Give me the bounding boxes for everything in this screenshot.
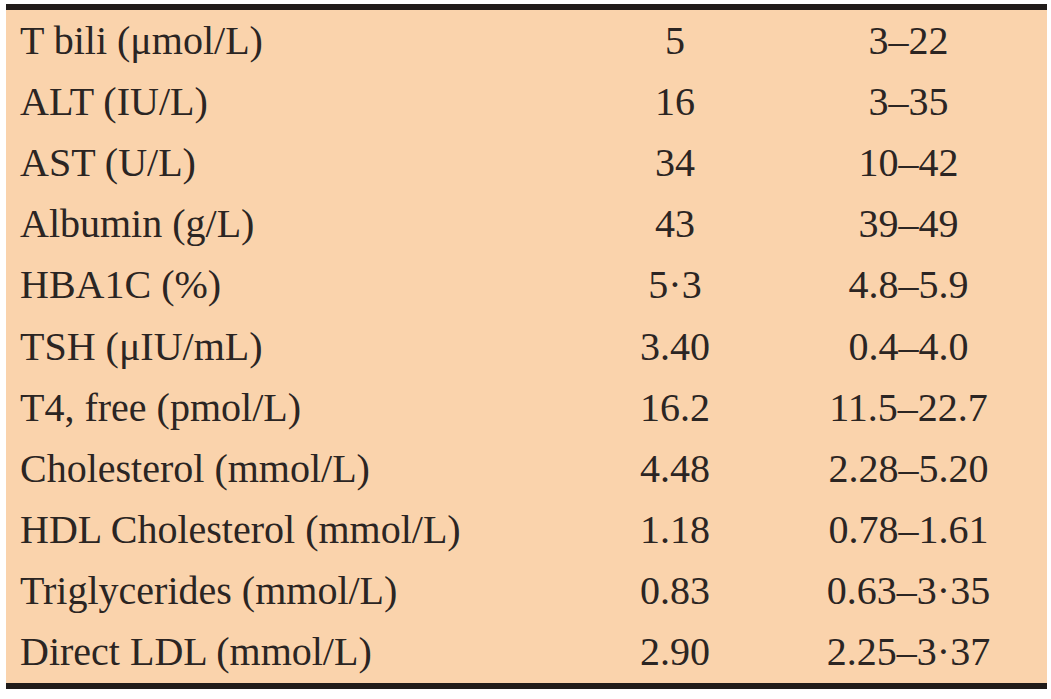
range-cell: 3–35 — [869, 82, 949, 122]
range-cell: 0.78–1.61 — [829, 510, 989, 550]
result-cell: 5·3 — [648, 265, 701, 305]
range-cell: 0.63–3·35 — [827, 571, 990, 611]
table-row: T4, free (pmol/L) 16.2 11.5–22.7 — [6, 377, 1047, 438]
table-row: Triglycerides (mmol/L) 0.83 0.63–3·35 — [6, 561, 1047, 622]
test-name-cell: Direct LDL (mmol/L) — [6, 632, 372, 672]
test-name-cell: AST (U/L) — [6, 143, 196, 183]
result-cell: 43 — [655, 204, 695, 244]
range-cell: 4.8–5.9 — [849, 265, 969, 305]
table-row: HBA1C (%) 5·3 4.8–5.9 — [6, 255, 1047, 316]
result-cell: 3.40 — [640, 327, 710, 367]
test-name-cell: TSH (μIU/mL) — [6, 327, 263, 367]
test-name-cell: Triglycerides (mmol/L) — [6, 571, 397, 611]
table-row: T bili (μmol/L) 5 3–22 — [6, 10, 1047, 71]
range-cell: 2.25–3·37 — [827, 632, 990, 672]
result-cell: 2.90 — [640, 632, 710, 672]
range-cell: 3–22 — [869, 21, 949, 61]
test-name-cell: T4, free (pmol/L) — [6, 388, 301, 428]
range-cell: 0.4–4.0 — [849, 327, 969, 367]
result-cell: 1.18 — [640, 510, 710, 550]
range-cell: 10–42 — [859, 143, 959, 183]
table-row: Cholesterol (mmol/L) 4.48 2.28–5.20 — [6, 438, 1047, 499]
result-cell: 0.83 — [640, 571, 710, 611]
result-cell: 16.2 — [640, 388, 710, 428]
result-cell: 34 — [655, 143, 695, 183]
range-cell: 11.5–22.7 — [829, 388, 988, 428]
table-row: ALT (IU/L) 16 3–35 — [6, 71, 1047, 132]
lab-results-table: T bili (μmol/L) 5 3–22 ALT (IU/L) 16 3–3… — [6, 4, 1047, 689]
table-row: HDL Cholesterol (mmol/L) 1.18 0.78–1.61 — [6, 500, 1047, 561]
table-row: AST (U/L) 34 10–42 — [6, 132, 1047, 193]
range-cell: 39–49 — [859, 204, 959, 244]
test-name-cell: ALT (IU/L) — [6, 82, 208, 122]
result-cell: 16 — [655, 82, 695, 122]
table-row: Direct LDL (mmol/L) 2.90 2.25–3·37 — [6, 622, 1047, 683]
range-cell: 2.28–5.20 — [829, 449, 989, 489]
test-name-cell: T bili (μmol/L) — [6, 21, 263, 61]
result-cell: 4.48 — [640, 449, 710, 489]
table-row: Albumin (g/L) 43 39–49 — [6, 194, 1047, 255]
test-name-cell: HDL Cholesterol (mmol/L) — [6, 510, 461, 550]
test-name-cell: HBA1C (%) — [6, 265, 221, 305]
table-row: TSH (μIU/mL) 3.40 0.4–4.0 — [6, 316, 1047, 377]
result-cell: 5 — [665, 21, 685, 61]
test-name-cell: Albumin (g/L) — [6, 204, 254, 244]
test-name-cell: Cholesterol (mmol/L) — [6, 449, 370, 489]
